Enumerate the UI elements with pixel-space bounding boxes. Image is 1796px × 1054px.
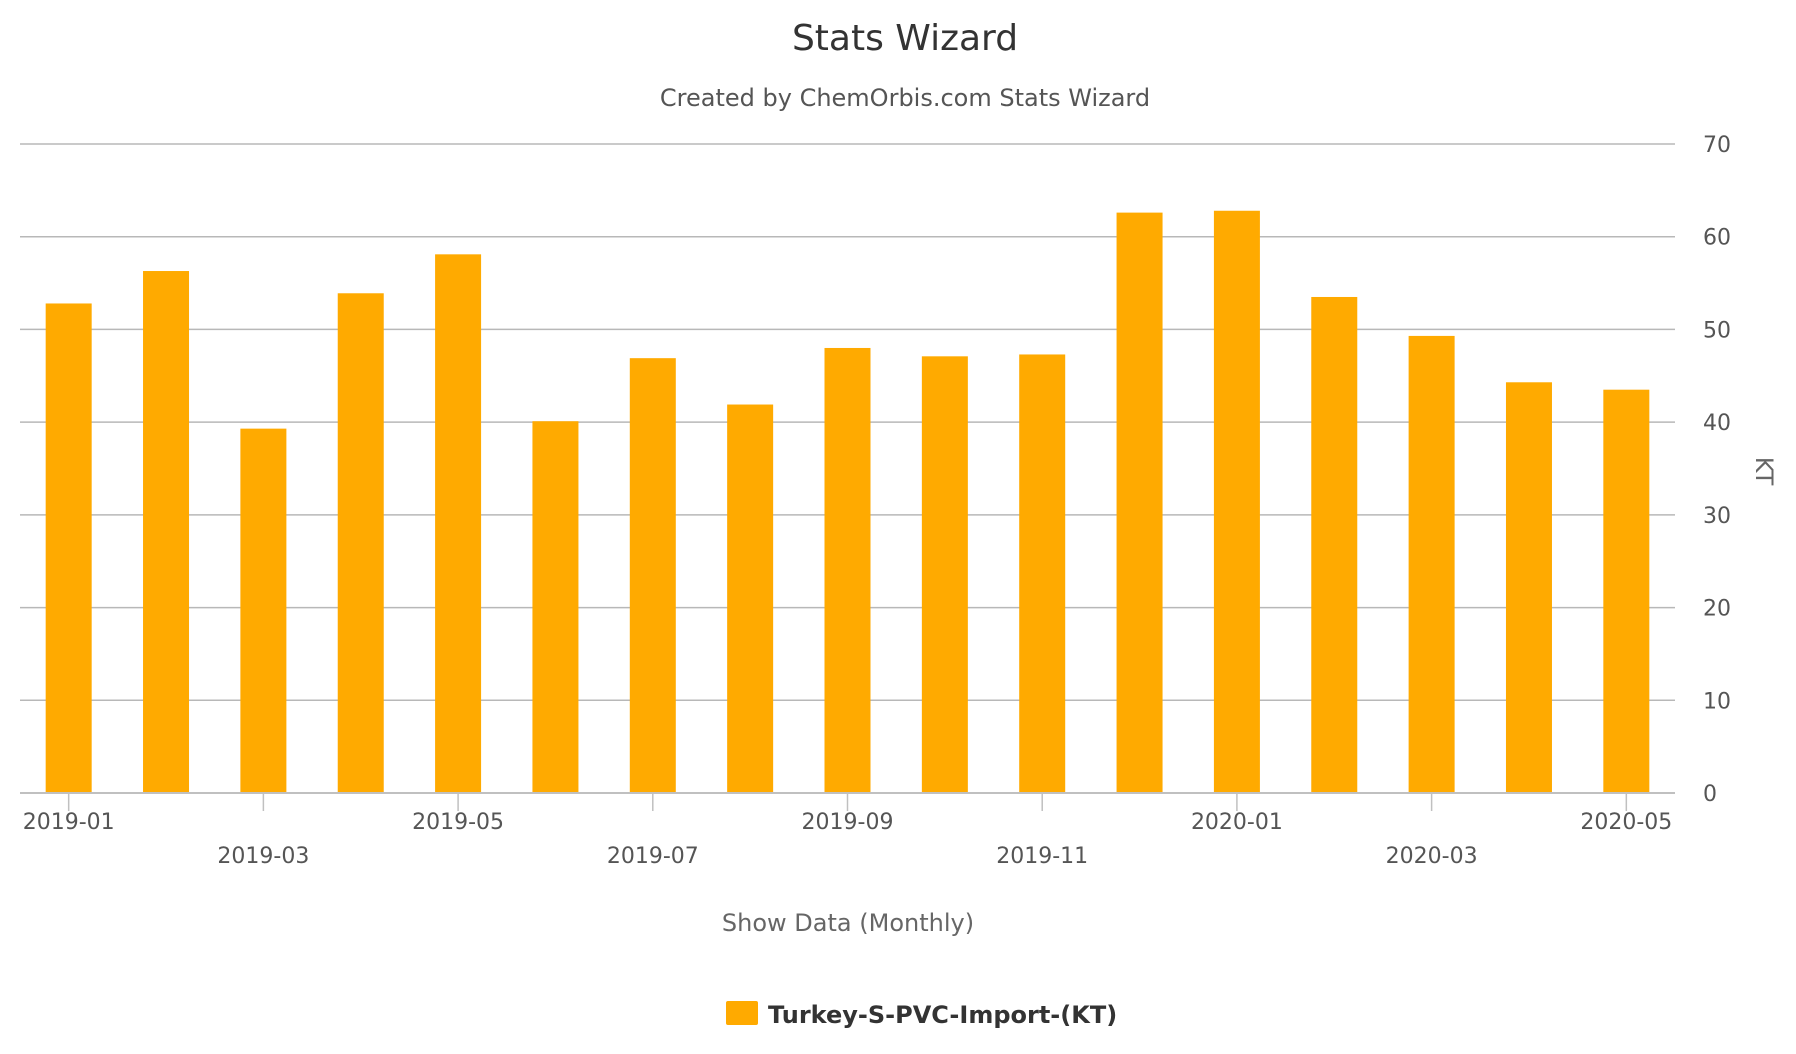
x-tick-label: 2019-01 <box>23 810 115 835</box>
x-tick-label: 2019-07 <box>607 844 699 869</box>
bar[interactable] <box>824 347 871 793</box>
y-tick-label: 30 <box>1703 504 1731 529</box>
bar[interactable] <box>629 358 676 793</box>
x-axis-title: Show Data (Monthly) <box>722 909 974 937</box>
y-tick-label: 40 <box>1703 411 1731 436</box>
y-axis-tick-labels: 0 10 20 30 40 50 60 70 <box>1703 133 1731 807</box>
x-axis <box>20 792 1675 811</box>
x-tick-label: 2019-05 <box>412 810 504 835</box>
legend-swatch <box>726 1001 758 1025</box>
bar[interactable] <box>1116 212 1163 793</box>
bar[interactable] <box>1019 354 1066 793</box>
legend-label: Turkey-S-PVC-Import-(KT) <box>768 1001 1117 1029</box>
bar[interactable] <box>1213 210 1260 794</box>
chart-subtitle: Created by ChemOrbis.com Stats Wizard <box>660 84 1150 112</box>
bar[interactable] <box>1603 389 1650 793</box>
y-tick-label: 10 <box>1703 689 1731 714</box>
bar[interactable] <box>532 421 579 793</box>
x-tick-label: 2020-03 <box>1386 844 1478 869</box>
bars <box>45 210 1650 794</box>
bar[interactable] <box>727 404 774 793</box>
bar[interactable] <box>435 254 482 793</box>
bar[interactable] <box>143 271 190 794</box>
x-tick-label: 2020-01 <box>1191 810 1283 835</box>
chart-title: Stats Wizard <box>792 18 1018 59</box>
x-tick-label: 2020-05 <box>1580 810 1672 835</box>
x-tick-label: 2019-03 <box>217 844 309 869</box>
legend[interactable]: Turkey-S-PVC-Import-(KT) <box>726 1001 1117 1029</box>
y-tick-label: 70 <box>1703 133 1731 158</box>
bar[interactable] <box>1408 335 1455 793</box>
bar[interactable] <box>240 428 287 793</box>
bar[interactable] <box>1505 382 1552 793</box>
bar[interactable] <box>45 303 92 793</box>
y-tick-label: 60 <box>1703 226 1731 251</box>
bar[interactable] <box>337 293 384 793</box>
y-tick-label: 50 <box>1703 318 1731 343</box>
bar[interactable] <box>1311 296 1358 793</box>
y-tick-label: 0 <box>1703 782 1717 807</box>
x-tick-label: 2019-09 <box>802 810 894 835</box>
x-tick-label: 2019-11 <box>996 844 1088 869</box>
x-axis-tick-labels: 2019-01 2019-03 2019-05 2019-07 2019-09 2019-… <box>23 810 1673 869</box>
y-tick-label: 20 <box>1703 597 1731 622</box>
bar[interactable] <box>921 356 968 793</box>
y-axis-title: KT <box>1750 457 1778 486</box>
